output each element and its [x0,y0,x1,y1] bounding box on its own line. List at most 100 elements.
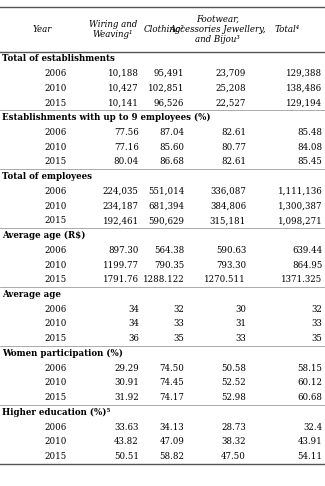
Text: 639.44: 639.44 [292,246,322,255]
Text: 2015: 2015 [44,216,66,226]
Text: Total of employees: Total of employees [2,172,92,181]
Text: 2010: 2010 [44,437,66,446]
Text: 1288.122: 1288.122 [143,275,184,284]
Text: 82.61: 82.61 [221,157,246,167]
Text: 1,111,136: 1,111,136 [278,187,322,196]
Text: 58.82: 58.82 [159,452,184,461]
Text: 33: 33 [312,319,322,329]
Text: 47.09: 47.09 [159,437,184,446]
Text: 590.63: 590.63 [216,246,246,255]
Text: 315,181: 315,181 [210,216,246,226]
Text: 551,014: 551,014 [148,187,184,196]
Text: 2006: 2006 [44,69,66,78]
Text: 129,194: 129,194 [286,99,322,107]
Text: 33: 33 [235,334,246,343]
Text: 84.08: 84.08 [297,143,322,152]
Text: 2010: 2010 [44,143,66,152]
Text: 35: 35 [174,334,184,343]
Text: 96,526: 96,526 [154,99,184,107]
Text: Establishments with up to 9 employees (%): Establishments with up to 9 employees (%… [2,113,210,122]
Text: 2006: 2006 [44,187,66,196]
Text: 23,709: 23,709 [216,69,246,78]
Text: 54.11: 54.11 [297,452,322,461]
Text: 2010: 2010 [44,379,66,387]
Text: 43.91: 43.91 [298,437,322,446]
Text: Total of establishments: Total of establishments [2,54,114,63]
Text: 80.77: 80.77 [221,143,246,152]
Text: 47.50: 47.50 [221,452,246,461]
Text: 43.82: 43.82 [114,437,139,446]
Text: 33: 33 [174,319,184,329]
Text: 2006: 2006 [44,364,66,373]
Text: 74.50: 74.50 [159,364,184,373]
Text: 34.13: 34.13 [160,423,184,432]
Text: Average age: Average age [2,290,60,299]
Text: Clothing²: Clothing² [144,25,185,34]
Text: 224,035: 224,035 [103,187,139,196]
Text: 85.60: 85.60 [159,143,184,152]
Text: 2015: 2015 [44,334,66,343]
Text: 864.95: 864.95 [292,260,322,270]
Text: 2010: 2010 [44,260,66,270]
Text: 32: 32 [174,305,184,314]
Text: 77.56: 77.56 [114,128,139,137]
Text: 1199.77: 1199.77 [103,260,139,270]
Text: 897.30: 897.30 [109,246,139,255]
Text: 2006: 2006 [44,128,66,137]
Text: 32: 32 [312,305,322,314]
Text: 31: 31 [235,319,246,329]
Text: Women participation (%): Women participation (%) [2,349,123,358]
Text: 2015: 2015 [44,99,66,107]
Text: 2006: 2006 [44,246,66,255]
Text: 2006: 2006 [44,305,66,314]
Text: 102,851: 102,851 [148,84,184,93]
Text: 31.92: 31.92 [114,393,139,402]
Text: 1,300,387: 1,300,387 [278,202,322,211]
Text: 192,461: 192,461 [103,216,139,226]
Text: Higher education (%)⁵: Higher education (%)⁵ [2,408,110,417]
Text: 85.45: 85.45 [297,157,322,167]
Text: 36: 36 [128,334,139,343]
Text: 1371.325: 1371.325 [281,275,322,284]
Text: 74.45: 74.45 [160,379,184,387]
Text: 80.04: 80.04 [114,157,139,167]
Text: 60.68: 60.68 [297,393,322,402]
Text: 95,491: 95,491 [154,69,184,78]
Text: 52.98: 52.98 [221,393,246,402]
Text: 60.12: 60.12 [297,379,322,387]
Text: 50.51: 50.51 [114,452,139,461]
Text: 30: 30 [235,305,246,314]
Text: 82.61: 82.61 [221,128,246,137]
Text: 2015: 2015 [44,157,66,167]
Text: 793.30: 793.30 [216,260,246,270]
Text: 129,388: 129,388 [286,69,322,78]
Text: 74.17: 74.17 [159,393,184,402]
Text: 38.32: 38.32 [221,437,246,446]
Text: 336,087: 336,087 [210,187,246,196]
Text: Year: Year [32,25,52,34]
Text: 2010: 2010 [44,319,66,329]
Text: 28.73: 28.73 [221,423,246,432]
Text: 30.91: 30.91 [114,379,139,387]
Text: 2015: 2015 [44,393,66,402]
Text: Footwear,
Accessories Jewellery,
and Bijou³: Footwear, Accessories Jewellery, and Bij… [169,15,266,44]
Text: Total⁴: Total⁴ [274,25,299,34]
Text: 590,629: 590,629 [148,216,184,226]
Text: 29.29: 29.29 [114,364,139,373]
Text: 1270.511: 1270.511 [204,275,246,284]
Text: 1,098,271: 1,098,271 [278,216,322,226]
Text: 22,527: 22,527 [216,99,246,107]
Text: 58.15: 58.15 [297,364,322,373]
Text: 52.52: 52.52 [221,379,246,387]
Text: 2006: 2006 [44,423,66,432]
Text: 35: 35 [312,334,322,343]
Text: 25,208: 25,208 [215,84,246,93]
Text: 2010: 2010 [44,202,66,211]
Text: 34: 34 [128,319,139,329]
Text: 2010: 2010 [44,84,66,93]
Text: 85.48: 85.48 [297,128,322,137]
Text: 681,394: 681,394 [148,202,184,211]
Text: Average age (R$): Average age (R$) [2,231,85,240]
Text: 790.35: 790.35 [154,260,184,270]
Text: Wiring and
Weaving¹: Wiring and Weaving¹ [89,20,137,39]
